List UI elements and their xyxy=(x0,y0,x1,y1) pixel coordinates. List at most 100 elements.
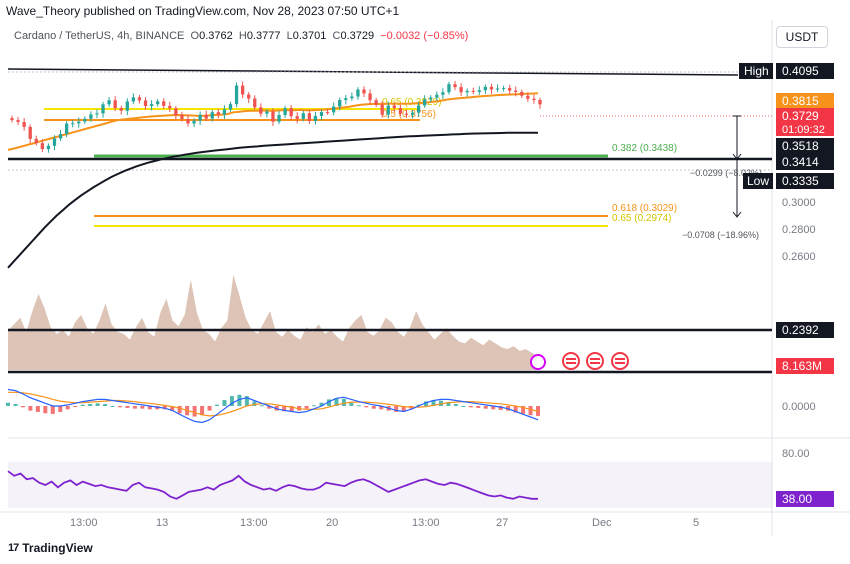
candle-body xyxy=(295,116,299,119)
candle-body xyxy=(477,90,481,92)
time-axis-tick: 20 xyxy=(326,517,338,529)
candle-body xyxy=(253,98,257,108)
rsi-line xyxy=(7,470,538,500)
candle-body xyxy=(501,88,506,90)
candle-body xyxy=(429,97,433,100)
candle-body xyxy=(404,113,409,115)
candle-body xyxy=(204,114,208,119)
ema50-price-badge-bg xyxy=(776,93,834,109)
candle-body xyxy=(119,108,123,111)
volume-area-down xyxy=(8,275,538,370)
macd-histogram-bar xyxy=(521,406,526,414)
macd-histogram-bar xyxy=(431,400,436,406)
us-flag-event-icon xyxy=(586,352,604,370)
macd-histogram-bar xyxy=(424,401,429,406)
macd-histogram-bar xyxy=(28,406,33,411)
candle-body xyxy=(332,106,336,113)
candle-body xyxy=(64,123,69,135)
time-axis-tick: 13:00 xyxy=(240,517,268,529)
symbol-name: Cardano / TetherUS, 4h, BINANCE xyxy=(14,30,185,42)
macd-histogram-bar xyxy=(364,406,369,408)
candle-body xyxy=(313,115,318,121)
open-label: O xyxy=(190,30,200,42)
high-price-badge-bg xyxy=(776,63,834,79)
us-flag-stripe xyxy=(566,358,576,360)
candle-body xyxy=(71,123,75,125)
time-axis-tick: 27 xyxy=(496,517,508,529)
us-flag-event-icon xyxy=(611,352,629,370)
candle-body xyxy=(368,93,372,101)
high-value: 0.3777 xyxy=(246,30,281,42)
candle-body xyxy=(392,105,396,109)
candle-body xyxy=(174,108,178,116)
open-value: 0.3762 xyxy=(199,30,233,42)
fib-label-05: 0.5 (0.3756) xyxy=(382,109,436,120)
us-flag-stripe xyxy=(615,358,625,360)
macd-histogram-bar xyxy=(237,394,242,406)
candle-body xyxy=(386,105,390,115)
macd-histogram-bar xyxy=(95,403,100,406)
symbol-ohlc-line: Cardano / TetherUS, 4h, BINANCE O0.3762 … xyxy=(14,30,468,42)
candle-body xyxy=(301,113,305,119)
ema200-price-badge: 0.3518 xyxy=(782,139,819,153)
candle-body xyxy=(34,138,38,144)
low-tag-bg xyxy=(743,173,773,189)
candle-body xyxy=(46,145,51,150)
rsi-y-tick: 80.00 xyxy=(782,448,810,460)
price-y-tick: 0.2800 xyxy=(782,224,816,236)
time-axis-tick: Dec xyxy=(592,517,612,529)
candle-body xyxy=(101,104,105,114)
macd-histogram-bar xyxy=(416,404,421,406)
macd-histogram-bar xyxy=(110,406,115,407)
candle-body xyxy=(22,121,26,127)
candle-body xyxy=(168,105,172,109)
candle-body xyxy=(28,126,32,139)
macd-histogram-bar xyxy=(192,406,197,417)
candle-body xyxy=(107,100,111,105)
macd-histogram-bar xyxy=(117,406,122,408)
candle-body xyxy=(380,104,384,115)
macd-histogram-bar xyxy=(200,406,205,416)
candle-body xyxy=(538,99,542,105)
high-label: H xyxy=(238,30,247,42)
candle-body xyxy=(125,101,129,111)
countdown-timer: 01:09:32 xyxy=(782,124,825,136)
tradingview-brand: TradingView xyxy=(22,541,93,555)
currency-button[interactable]: USDT xyxy=(776,26,828,48)
publisher-header: Wave_Theory published on TradingView.com… xyxy=(6,4,400,18)
macd-histogram-bar xyxy=(304,406,309,409)
macd-histogram-bar xyxy=(207,406,212,411)
candle-body xyxy=(459,87,463,93)
candle-body xyxy=(186,119,190,124)
candle-body xyxy=(471,90,475,92)
macd-histogram-bar xyxy=(6,402,10,406)
candle-body xyxy=(362,89,366,94)
candle-body xyxy=(198,114,202,121)
candle-body xyxy=(435,94,439,98)
candle-body xyxy=(447,84,451,93)
macd-histogram-bar xyxy=(326,399,331,406)
candle-body xyxy=(192,120,196,124)
candle-body xyxy=(520,91,524,96)
ema50-price-badge: 0.3815 xyxy=(782,94,819,108)
close-value: 0.3729 xyxy=(340,30,375,42)
macd-histogram-bar xyxy=(312,405,317,407)
candle-body xyxy=(356,89,360,97)
macd-histogram-bar xyxy=(453,404,458,406)
macd-y-tick: 0.0000 xyxy=(782,401,816,413)
macd-histogram-bar xyxy=(170,406,175,411)
candle-body xyxy=(532,98,536,100)
us-flag-stripe xyxy=(615,362,625,364)
macd-histogram-bar xyxy=(229,396,234,406)
candle-body xyxy=(277,115,281,122)
tradingview-footer: 17 TradingView xyxy=(8,541,93,555)
macd-histogram-bar xyxy=(371,406,376,409)
macd-histogram-bar xyxy=(267,406,272,409)
macd-histogram-bar xyxy=(20,406,25,408)
macd-histogram-bar xyxy=(103,404,108,406)
macd-histogram-bar xyxy=(446,402,451,406)
close-label: C xyxy=(332,30,341,42)
candle-body xyxy=(325,112,330,114)
candle-body xyxy=(95,113,99,115)
